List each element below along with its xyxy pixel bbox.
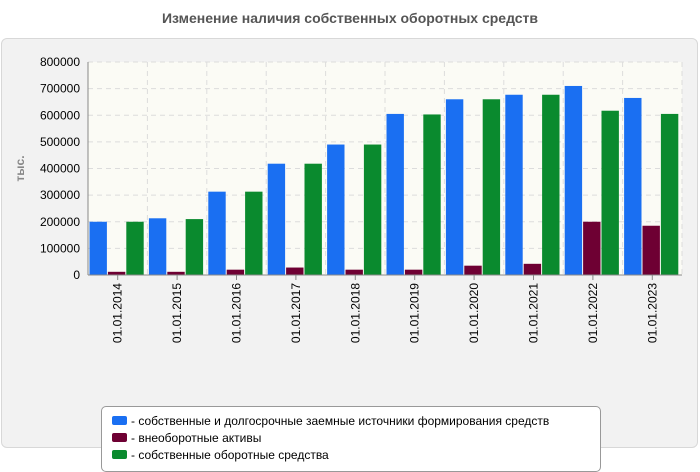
- bar: [505, 94, 523, 275]
- chart-title: Изменение наличия собственных оборотных …: [161, 10, 539, 26]
- bar: [286, 267, 304, 275]
- legend-item: - собственные оборотные средства: [102, 446, 600, 463]
- bar: [523, 263, 542, 275]
- x-tick-label: 01.01.2023: [645, 283, 659, 343]
- bar: [226, 269, 245, 275]
- bar: [267, 163, 286, 275]
- bar: [167, 271, 185, 275]
- legend-swatch: [112, 450, 127, 459]
- bar: [642, 225, 660, 275]
- x-tick-label: 01.01.2019: [408, 283, 422, 343]
- legend: - собственные и долгосрочные заемные ист…: [101, 406, 601, 472]
- bar: [564, 85, 583, 276]
- legend-label: - внеоборотные активы: [131, 430, 262, 445]
- bar: [126, 221, 144, 275]
- x-tick-label: 01.01.2015: [170, 283, 184, 343]
- legend-swatch: [112, 416, 127, 425]
- bar: [404, 269, 423, 275]
- x-tick-label: 01.01.2018: [348, 283, 362, 343]
- bar: [345, 269, 363, 275]
- y-tick-label: 800000: [40, 55, 80, 69]
- chart-panel: 0 100000 200000 300000 400000 500000 600000 700…: [1, 38, 698, 472]
- y-tick-label: 200000: [40, 215, 80, 229]
- x-tick-label: 01.01.2021: [527, 283, 541, 343]
- y-tick-label: 100000: [40, 241, 80, 255]
- bar: [148, 218, 167, 275]
- chart-plot: 0 100000 200000 300000 400000 500000 600000 700…: [13, 55, 683, 343]
- y-tick-label: 700000: [40, 82, 80, 96]
- bar: [445, 99, 464, 276]
- bar: [304, 163, 322, 275]
- y-tick-label: 0: [73, 268, 80, 282]
- x-tick-label: 01.01.2022: [586, 283, 600, 343]
- bar: [660, 113, 679, 275]
- legend-label: - собственные и долгосрочные заемные ист…: [131, 413, 550, 428]
- legend-swatch: [112, 433, 127, 442]
- bar: [464, 265, 482, 275]
- y-axis-title: тыс.: [13, 155, 27, 181]
- y-tick-label: 400000: [40, 162, 80, 176]
- x-tick-label: 01.01.2020: [467, 283, 481, 343]
- bar: [423, 114, 441, 275]
- bar: [185, 219, 204, 275]
- bar: [245, 191, 263, 275]
- y-tick-label: 300000: [40, 188, 80, 202]
- legend-item: - собственные и долгосрочные заемные ист…: [102, 412, 600, 429]
- bar: [327, 144, 345, 275]
- bar: [89, 221, 107, 275]
- bar: [363, 144, 382, 275]
- bar: [107, 271, 126, 275]
- y-tick-label: 600000: [40, 108, 80, 122]
- bar: [583, 221, 601, 275]
- y-tick-label: 500000: [40, 135, 80, 149]
- x-tick-label: 01.01.2017: [289, 283, 303, 343]
- bar: [482, 99, 501, 276]
- bar: [386, 113, 404, 275]
- bar: [542, 94, 560, 275]
- bar: [624, 97, 642, 275]
- bar: [601, 110, 619, 275]
- legend-item: - внеоборотные активы: [102, 429, 600, 446]
- bar: [208, 191, 226, 275]
- x-tick-label: 01.01.2014: [111, 283, 125, 343]
- x-tick-label: 01.01.2016: [230, 283, 244, 343]
